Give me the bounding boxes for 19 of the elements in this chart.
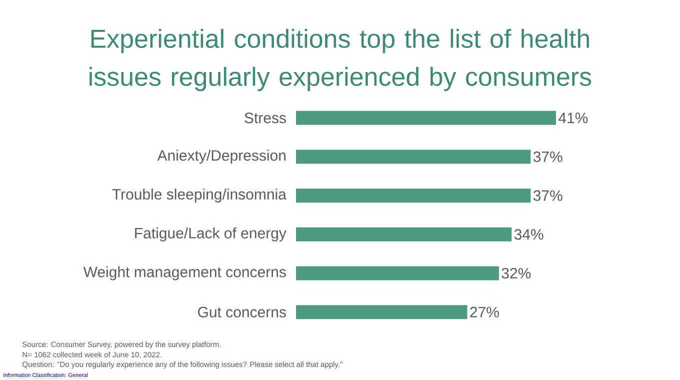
y-tick-label: Aniexty/Depression: [157, 150, 286, 164]
bar: [296, 227, 512, 242]
data-label: 37%: [533, 190, 562, 201]
bar: [296, 305, 468, 320]
data-label: 32%: [502, 268, 531, 279]
y-tick-label: Stress: [244, 112, 286, 124]
y-tick-label: Gut concerns: [198, 306, 286, 318]
bar: [296, 266, 499, 280]
y-tick-label: Weight management concerns: [83, 266, 286, 280]
data-label: 37%: [533, 151, 562, 162]
bar: [296, 150, 531, 164]
y-tick-label: Trouble sleeping/insomnia: [112, 188, 286, 203]
bar: [296, 188, 531, 203]
data-label: 41%: [558, 112, 588, 124]
bar: [296, 110, 556, 125]
y-tick-label: Fatigue/Lack of energy: [135, 227, 286, 242]
data-label: 34%: [514, 229, 544, 240]
chart-title: Experiential conditions top the list of health issues regularly experienced by consumers: [90, 28, 592, 92]
data-label: 27%: [470, 306, 499, 318]
